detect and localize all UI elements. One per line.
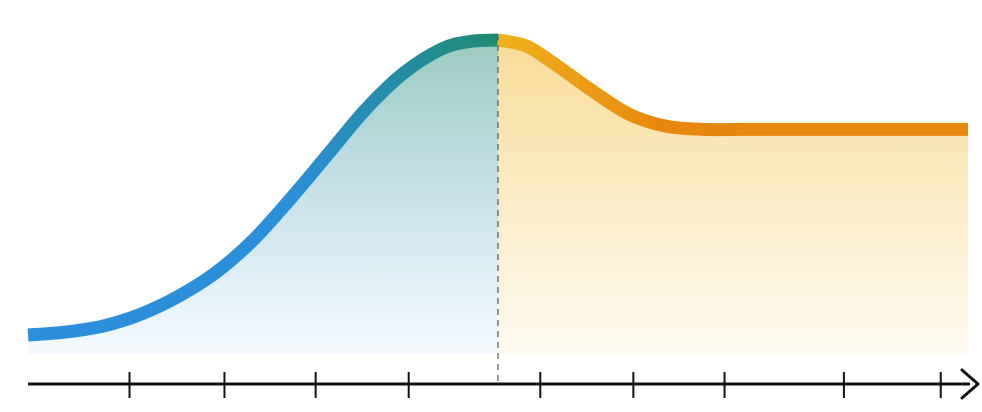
area-fall: [498, 40, 968, 354]
axis-layer: [28, 34, 980, 400]
x-axis-arrow-icon: [960, 368, 980, 400]
area-layer: [28, 40, 968, 354]
line-rise: [27, 33, 499, 342]
line-fall: [496, 33, 968, 137]
line-layer: [27, 33, 968, 342]
area-rise: [28, 40, 498, 354]
